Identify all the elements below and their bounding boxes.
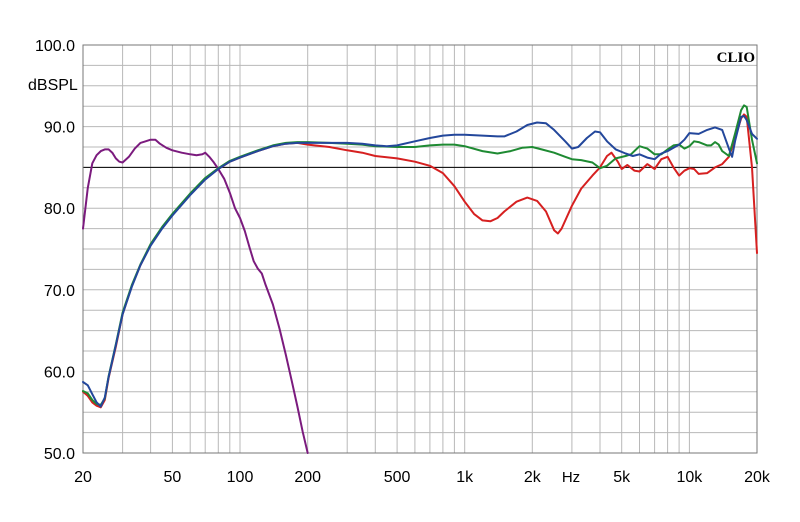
y-tick-label: 100.0: [35, 38, 75, 55]
y-tick-label: 90.0: [44, 120, 75, 137]
y-tick-label: 70.0: [44, 283, 75, 300]
y-tick-label: 50.0: [44, 446, 75, 463]
x-tick-label: 2k: [524, 469, 542, 486]
y-tick-labels: 100.0 90.0 80.0 70.0 60.0 50.0: [35, 38, 75, 463]
x-tick-label: 5k: [613, 469, 631, 486]
y-tick-label: 60.0: [44, 364, 75, 381]
x-tick-labels: 20 50 100 200 500 1k 2k 5k 10k 20k: [74, 469, 771, 486]
grid: [82, 44, 758, 454]
x-tick-label: 1k: [456, 469, 474, 486]
x-tick-label: 20k: [744, 469, 771, 486]
series-line-3: [82, 104, 758, 406]
x-tick-label: 100: [227, 469, 254, 486]
x-tick-label: 200: [294, 469, 321, 486]
y-tick-label: 80.0: [44, 201, 75, 218]
x-tick-label: 500: [384, 469, 411, 486]
x-axis-unit-label: Hz: [562, 469, 580, 486]
clio-brand-logo: CLIO: [717, 50, 755, 66]
series-group: [82, 104, 758, 454]
x-tick-label: 20: [74, 469, 92, 486]
y-axis-label: dBSPL: [28, 77, 78, 94]
x-tick-label: 10k: [677, 469, 704, 486]
series-line-1: [82, 138, 309, 454]
x-tick-label: 50: [164, 469, 182, 486]
series-line-4: [82, 115, 758, 408]
